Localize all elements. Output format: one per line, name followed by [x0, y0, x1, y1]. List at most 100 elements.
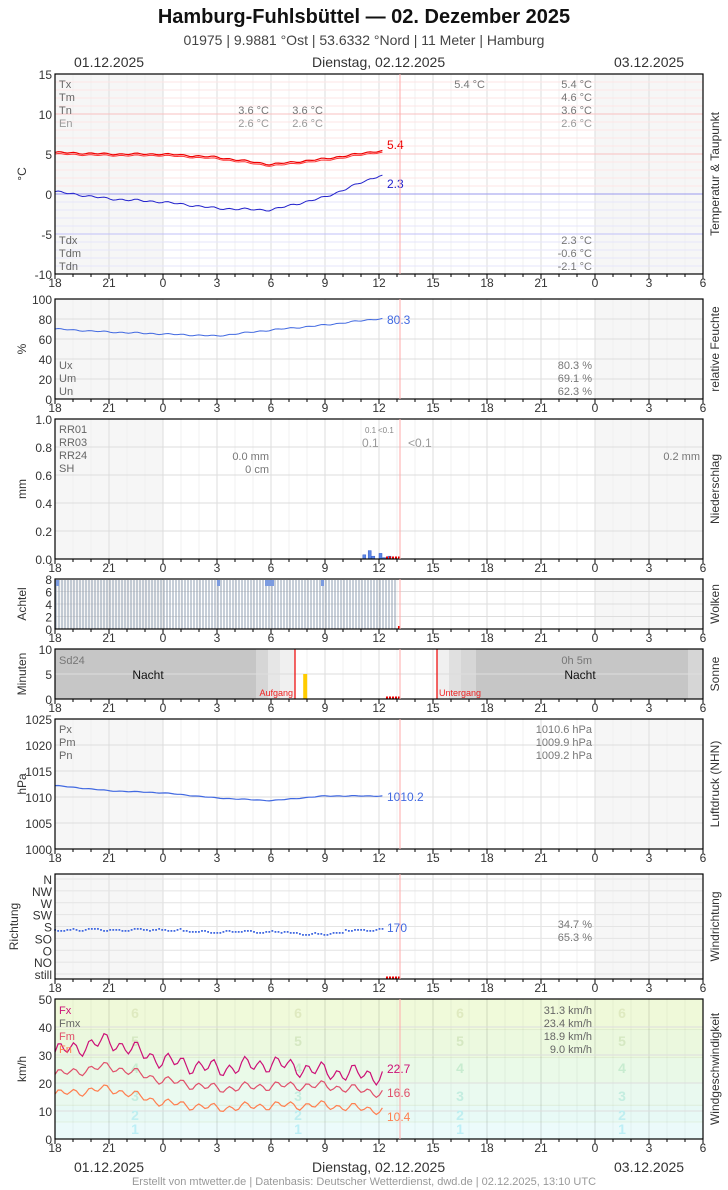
x-tick-label: 6 [700, 701, 707, 715]
x-tick-label: 6 [268, 1141, 275, 1155]
y-tick-label: O [43, 944, 52, 958]
beaufort-label: 3 [131, 1088, 139, 1104]
x-tick-label: 18 [48, 1141, 62, 1155]
y-axis-label: Minuten [15, 653, 29, 696]
y-tick-label: 10 [39, 1105, 53, 1119]
summary-value: 9.0 km/h [550, 1044, 592, 1056]
summary-value: 23.4 km/h [544, 1018, 592, 1030]
x-tick-label: 18 [480, 981, 494, 995]
x-tick-label: 3 [646, 561, 653, 575]
x-tick-label: 21 [534, 561, 548, 575]
x-tick-label: 3 [214, 981, 221, 995]
legend-label: Tx [59, 79, 72, 91]
y-tick-label: -5 [41, 228, 52, 242]
beaufort-label: 2 [456, 1107, 464, 1123]
panel-title: Sonne [708, 656, 722, 691]
x-tick-label: 12 [372, 401, 386, 415]
beaufort-label: 6 [131, 1005, 139, 1021]
label: 3.6 °C [238, 105, 269, 117]
label: 0.1 [365, 426, 377, 435]
temp-current-value: 5.4 [387, 138, 404, 152]
x-tick-label: 0 [160, 851, 167, 865]
x-tick-label: 0 [160, 401, 167, 415]
x-tick-label: 3 [214, 631, 221, 645]
beaufort-label: 2 [131, 1107, 139, 1123]
x-tick-label: 21 [102, 276, 116, 290]
x-tick-label: 15 [426, 631, 440, 645]
y-tick-label: 0.0 [35, 553, 52, 567]
beaufort-label: 3 [456, 1088, 464, 1104]
wind-mean-current-value: 16.6 [387, 1086, 411, 1100]
legend-label: Fn [59, 1044, 72, 1056]
beaufort-label: 4 [456, 1060, 464, 1076]
summary-value: 34.7 % [558, 919, 592, 931]
x-tick-label: 12 [372, 561, 386, 575]
summary-value: 31.3 km/h [544, 1005, 592, 1017]
x-tick-label: 9 [322, 276, 329, 290]
summary-value: -2.1 °C [558, 261, 592, 273]
y-tick-label: 100 [32, 293, 52, 307]
panel-title: relative Feuchte [708, 306, 722, 392]
summary-value: 1009.9 hPa [536, 737, 593, 749]
summary-value: 69.1 % [558, 373, 592, 385]
night-label: Nacht [132, 668, 164, 682]
x-tick-label: 21 [102, 851, 116, 865]
summary-value: 2.3 °C [561, 235, 592, 247]
beaufort-label: 5 [131, 1033, 139, 1049]
y-tick-label: 60 [39, 333, 53, 347]
beaufort-label: 6 [456, 1005, 464, 1021]
beaufort-label: 1 [294, 1121, 302, 1137]
temperature-chart: 15 10 5 0 -5 -10 °C Temperatur & Taupunkt 5.4 2.3… [15, 68, 722, 290]
pressure-chart: 1025 1020 1015 1010 1005 1000 hPa Luftdruck (NH… [15, 713, 722, 865]
y-axis-label: Richtung [7, 903, 21, 950]
y-tick-label: 40 [39, 1021, 53, 1035]
x-tick-label: 21 [534, 276, 548, 290]
x-tick-label: 18 [480, 701, 494, 715]
label: 2.6 °C [238, 118, 269, 130]
x-tick-label: 18 [48, 401, 62, 415]
x-tick-label: 9 [322, 561, 329, 575]
x-tick-label: 9 [322, 701, 329, 715]
beaufort-label: 2 [618, 1107, 626, 1123]
x-tick-label: 21 [534, 631, 548, 645]
x-tick-label: 0 [160, 981, 167, 995]
x-tick-label: 6 [700, 981, 707, 995]
x-tick-label: 18 [48, 981, 62, 995]
x-tick-label: 18 [480, 401, 494, 415]
y-tick-label: 10 [39, 108, 53, 122]
beaufort-label: 3 [294, 1088, 302, 1104]
x-tick-label: 21 [102, 631, 116, 645]
beaufort-label: 5 [294, 1033, 302, 1049]
y-tick-label: 1015 [25, 765, 52, 779]
summary-value: 65.3 % [558, 932, 592, 944]
legend-label: Pm [59, 737, 76, 749]
legend-label: Fm [59, 1031, 75, 1043]
y-tick-label: 5 [45, 148, 52, 162]
label: 2.6 °C [292, 118, 323, 130]
x-tick-label: 6 [700, 1141, 707, 1155]
y-tick-label: N [43, 873, 52, 887]
x-tick-label: 3 [646, 981, 653, 995]
legend-label: Sd24 [59, 655, 85, 667]
x-tick-label: 3 [646, 631, 653, 645]
x-tick-label: 15 [426, 276, 440, 290]
y-tick-label: 1020 [25, 739, 52, 753]
legend-label: En [59, 118, 72, 130]
x-tick-label: 0 [592, 851, 599, 865]
x-tick-label: 18 [480, 1141, 494, 1155]
label: 5.4 °C [454, 79, 485, 91]
wind-min-current-value: 10.4 [387, 1110, 411, 1124]
x-tick-label: 0 [160, 561, 167, 575]
y-tick-label: 4 [45, 598, 52, 612]
beaufort-label: 5 [456, 1033, 464, 1049]
x-tick-label: 18 [48, 276, 62, 290]
x-tick-label: 12 [372, 701, 386, 715]
y-axis-label: °C [15, 167, 29, 181]
label: 0 cm [245, 464, 269, 476]
precipitation-chart: 1.0 0.8 0.6 0.4 0.2 0.0 mm Niederschlag RR01RR03… [15, 413, 722, 575]
legend-label: Fmx [59, 1018, 81, 1030]
x-tick-label: 12 [372, 851, 386, 865]
